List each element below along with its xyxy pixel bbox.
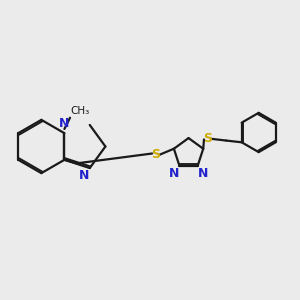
Text: N: N: [168, 167, 179, 180]
Text: N: N: [59, 117, 70, 130]
Text: CH₃: CH₃: [71, 106, 90, 116]
Text: N: N: [198, 167, 209, 180]
Text: S: S: [151, 148, 160, 161]
Text: N: N: [79, 169, 89, 182]
Text: S: S: [203, 132, 212, 145]
